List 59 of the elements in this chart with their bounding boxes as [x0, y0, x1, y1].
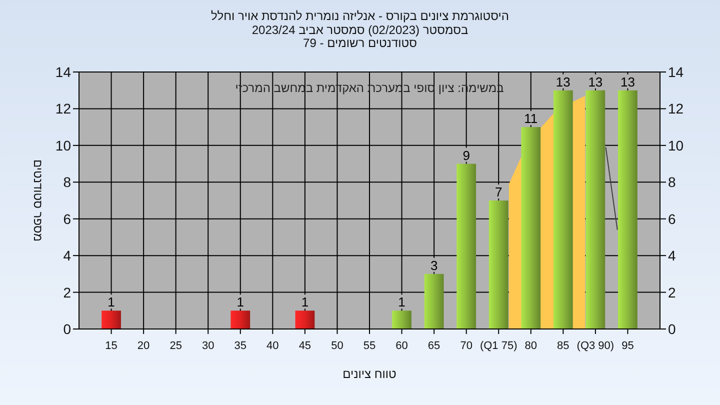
bar [424, 274, 444, 329]
bar [230, 310, 250, 329]
x-tick-label: 80 [524, 340, 538, 352]
bar [586, 90, 606, 329]
x-tick-label: 30 [202, 340, 214, 352]
data-label: 1 [398, 294, 406, 310]
y2-tick-label: 6 [668, 210, 676, 227]
data-label: 1 [108, 294, 115, 310]
x-tick-label: 15 [105, 340, 118, 352]
x-tick-label: (Q3 90) [576, 340, 614, 352]
data-label: 1 [236, 294, 244, 310]
x-tick-label: 65 [428, 340, 440, 352]
bar [392, 310, 412, 329]
data-label: 13 [556, 74, 570, 90]
bar [295, 310, 315, 329]
data-label: 1 [301, 294, 309, 310]
y-tick-label: 8 [63, 174, 72, 190]
bar [102, 310, 121, 329]
x-tick-label: 35 [234, 340, 247, 352]
y2-tick-label: 12 [668, 100, 684, 117]
data-label: 7 [494, 184, 502, 200]
x-tick-label: 60 [396, 340, 408, 352]
chart-title: היסטוגרמת ציונים בקורס - אנליזה נומרית להנדסת אויר וחלל [211, 9, 509, 23]
y-tick-label: 14 [55, 64, 72, 80]
y2-tick-label: 2 [668, 284, 676, 300]
chart-subtitle: בסמסטר (02/2023) סמסטר אביב 2023/24 סטודנטים רשומים - 79 [252, 23, 468, 50]
x-tick-label: 45 [298, 340, 312, 352]
x-tick-label: 50 [331, 340, 344, 352]
data-label: 11 [524, 111, 538, 126]
y-tick-label: 6 [63, 210, 72, 227]
data-label: 9 [462, 148, 470, 163]
x-tick-label: 95 [622, 340, 634, 352]
bar [553, 90, 573, 329]
y-tick-label: 4 [63, 248, 72, 264]
y2-tick-label: 8 [668, 174, 676, 190]
data-label: 3 [430, 258, 438, 273]
y-tick-label: 2 [63, 284, 72, 300]
y-tick-label: 0 [63, 321, 72, 337]
y-tick-label: 12 [55, 100, 72, 117]
bar [521, 127, 541, 329]
bar [456, 164, 476, 329]
data-label: 13 [588, 74, 603, 90]
y2-tick-label: 10 [668, 137, 684, 154]
x-tick-label: 55 [363, 340, 376, 352]
x-tick-label: 20 [137, 340, 150, 352]
x-tick-label: 40 [266, 340, 279, 352]
bar [618, 90, 638, 329]
y2-tick-label: 0 [668, 321, 676, 337]
y2-tick-label: 4 [668, 248, 676, 264]
x-tick-label: (Q1 75) [480, 340, 518, 352]
x-tick-label: 25 [170, 340, 182, 352]
x-tick-label: 85 [557, 340, 570, 352]
y2-tick-label: 14 [668, 64, 684, 80]
bar [488, 200, 508, 329]
data-label: 13 [620, 74, 635, 90]
y-tick-label: 10 [55, 137, 72, 154]
y-axis-title: מספר סטודנטים [31, 159, 45, 242]
x-tick-label: 70 [460, 340, 472, 352]
x-axis-title: טווח ציונים [342, 367, 397, 381]
